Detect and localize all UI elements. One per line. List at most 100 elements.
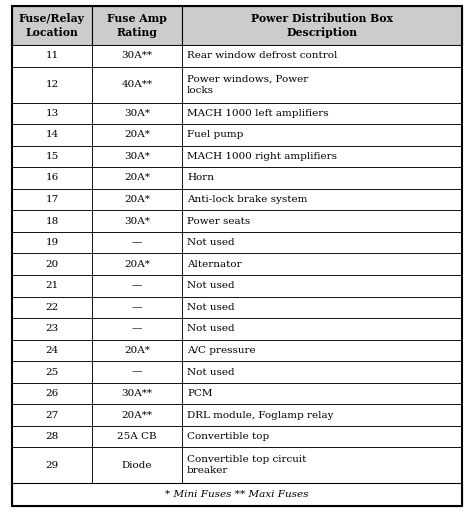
Bar: [12, 253, 92, 275]
Text: Fuel pump: Fuel pump: [187, 131, 243, 139]
Text: 29: 29: [46, 461, 59, 470]
Text: Fuse/Relay
Location: Fuse/Relay Location: [19, 13, 85, 38]
Text: 27: 27: [46, 411, 59, 420]
Bar: [92, 318, 182, 339]
Bar: [182, 45, 462, 67]
Bar: [92, 275, 182, 296]
Bar: [182, 253, 462, 275]
Text: 21: 21: [46, 281, 59, 290]
Text: 24: 24: [46, 346, 59, 355]
Text: 23: 23: [46, 325, 59, 333]
Text: PCM: PCM: [187, 389, 212, 398]
Bar: [12, 275, 92, 296]
Text: 30A**: 30A**: [121, 389, 153, 398]
Bar: [182, 102, 462, 124]
Bar: [182, 426, 462, 447]
Text: —: —: [132, 325, 142, 333]
Bar: [92, 232, 182, 253]
Text: 30A*: 30A*: [124, 217, 150, 226]
Bar: [92, 210, 182, 232]
Text: Convertible top circuit
breaker: Convertible top circuit breaker: [187, 455, 306, 476]
Text: 15: 15: [46, 152, 59, 161]
Bar: [92, 426, 182, 447]
Text: —: —: [132, 281, 142, 290]
Bar: [12, 6, 92, 45]
Bar: [92, 67, 182, 102]
Text: DRL module, Foglamp relay: DRL module, Foglamp relay: [187, 411, 334, 420]
Text: MACH 1000 left amplifiers: MACH 1000 left amplifiers: [187, 109, 328, 118]
Text: MACH 1000 right amplifiers: MACH 1000 right amplifiers: [187, 152, 337, 161]
Bar: [182, 361, 462, 383]
Bar: [182, 67, 462, 102]
Bar: [12, 426, 92, 447]
Bar: [92, 145, 182, 167]
Bar: [182, 189, 462, 210]
Text: 19: 19: [46, 238, 59, 247]
Bar: [12, 67, 92, 102]
Text: Horn: Horn: [187, 174, 214, 182]
Bar: [182, 296, 462, 318]
Bar: [92, 124, 182, 145]
Text: 30A*: 30A*: [124, 152, 150, 161]
Text: Fuse Amp
Rating: Fuse Amp Rating: [107, 13, 167, 38]
Bar: [12, 339, 92, 361]
Text: Diode: Diode: [122, 461, 152, 470]
Bar: [92, 383, 182, 404]
Bar: [12, 189, 92, 210]
Bar: [182, 275, 462, 296]
Bar: [12, 102, 92, 124]
Text: —: —: [132, 238, 142, 247]
Bar: [92, 339, 182, 361]
Text: 25A CB: 25A CB: [117, 432, 157, 441]
Text: Not used: Not used: [187, 325, 235, 333]
Text: Not used: Not used: [187, 238, 235, 247]
Bar: [182, 167, 462, 189]
Bar: [12, 296, 92, 318]
Text: 20A*: 20A*: [124, 131, 150, 139]
Text: 14: 14: [46, 131, 59, 139]
Bar: [12, 45, 92, 67]
Bar: [12, 483, 462, 506]
Bar: [92, 361, 182, 383]
Bar: [12, 404, 92, 426]
Text: Power Distribution Box
Description: Power Distribution Box Description: [251, 13, 393, 38]
Bar: [182, 318, 462, 339]
Text: 25: 25: [46, 368, 59, 376]
Text: Not used: Not used: [187, 368, 235, 376]
Bar: [182, 383, 462, 404]
Text: * Mini Fuses ** Maxi Fuses: * Mini Fuses ** Maxi Fuses: [165, 490, 309, 499]
Bar: [12, 447, 92, 483]
Bar: [12, 318, 92, 339]
Bar: [182, 6, 462, 45]
Text: 20A*: 20A*: [124, 260, 150, 269]
Bar: [182, 124, 462, 145]
Text: 11: 11: [46, 51, 59, 60]
Bar: [92, 45, 182, 67]
Text: —: —: [132, 368, 142, 376]
Text: Rear window defrost control: Rear window defrost control: [187, 51, 337, 60]
Bar: [92, 296, 182, 318]
Text: A/C pressure: A/C pressure: [187, 346, 255, 355]
Bar: [12, 210, 92, 232]
Text: 22: 22: [46, 303, 59, 312]
Bar: [182, 145, 462, 167]
Text: 26: 26: [46, 389, 59, 398]
Bar: [182, 339, 462, 361]
Bar: [12, 383, 92, 404]
Bar: [12, 124, 92, 145]
Text: 12: 12: [46, 80, 59, 89]
Text: 20A**: 20A**: [121, 411, 153, 420]
Bar: [12, 232, 92, 253]
Bar: [12, 145, 92, 167]
Bar: [12, 167, 92, 189]
Bar: [92, 253, 182, 275]
Text: Anti-lock brake system: Anti-lock brake system: [187, 195, 307, 204]
Text: Power windows, Power
locks: Power windows, Power locks: [187, 74, 308, 95]
Text: 40A**: 40A**: [121, 80, 153, 89]
Text: 30A*: 30A*: [124, 109, 150, 118]
Bar: [182, 210, 462, 232]
Text: 20A*: 20A*: [124, 195, 150, 204]
Text: 20A*: 20A*: [124, 346, 150, 355]
Bar: [182, 404, 462, 426]
Text: Not used: Not used: [187, 281, 235, 290]
